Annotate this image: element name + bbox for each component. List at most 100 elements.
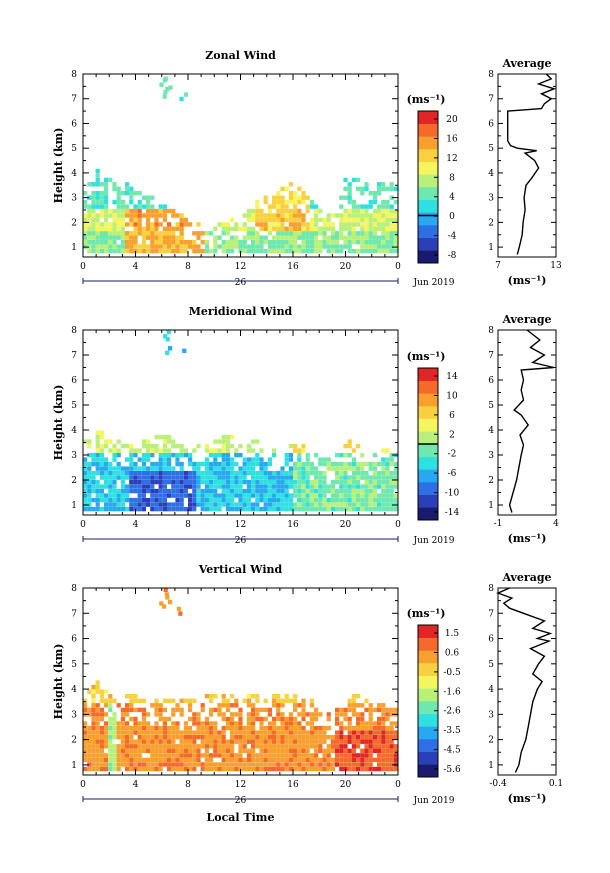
vertical-cell bbox=[314, 762, 319, 767]
vertical-colorbar: (ms⁻¹)1.50.6-0.5-1.6-2.6-3.5-4.5-5.6 bbox=[407, 607, 461, 778]
zonal-cell bbox=[167, 231, 172, 236]
meridional-cell bbox=[255, 479, 260, 485]
zonal-cell bbox=[393, 235, 398, 240]
meridional-cell bbox=[141, 439, 146, 444]
vertical-cell bbox=[335, 757, 340, 763]
meridional-cell bbox=[221, 484, 226, 489]
vertical-cell bbox=[288, 698, 293, 703]
zonal-cell bbox=[255, 244, 260, 249]
zonal-cell bbox=[99, 199, 104, 205]
zonal-cell bbox=[293, 240, 298, 245]
zonal-cell bbox=[141, 213, 146, 218]
meridional-cell bbox=[116, 475, 121, 480]
meridional-cell bbox=[108, 484, 113, 489]
vertical-cell bbox=[360, 739, 365, 744]
zonal-cell bbox=[288, 182, 293, 187]
meridional-cell bbox=[263, 475, 268, 480]
zonal-cell bbox=[104, 217, 109, 223]
vertical-cell bbox=[204, 735, 209, 740]
vertical-cell bbox=[146, 730, 151, 735]
meridional-cell bbox=[225, 502, 230, 507]
meridional-cell bbox=[356, 475, 361, 480]
zonal-cell bbox=[272, 222, 277, 227]
zonal-cell bbox=[129, 244, 134, 249]
meridional-cell bbox=[267, 497, 272, 503]
zonal-cell bbox=[377, 240, 382, 245]
meridional-colorbar-segment bbox=[418, 368, 438, 381]
zonal-cell bbox=[116, 186, 121, 191]
zonal-cell bbox=[389, 231, 394, 236]
meridional-cell bbox=[360, 466, 365, 471]
meridional-cell bbox=[91, 475, 96, 480]
meridional-cell bbox=[318, 497, 323, 503]
meridional-cell bbox=[192, 470, 197, 476]
vertical-cell bbox=[301, 753, 306, 758]
zonal-cell bbox=[167, 248, 172, 254]
meridional-cell bbox=[95, 479, 100, 485]
vertical-cell bbox=[339, 757, 344, 763]
zonal-cell bbox=[276, 248, 281, 254]
zonal-cell bbox=[204, 248, 209, 254]
zonal-cell bbox=[154, 248, 159, 254]
zonal-ytick-label: 7 bbox=[71, 95, 77, 105]
vertical-cell bbox=[209, 753, 214, 758]
vertical-cell bbox=[305, 766, 310, 772]
zonal-cell bbox=[385, 186, 390, 191]
zonal-cell bbox=[343, 235, 348, 240]
meridional-cell bbox=[393, 506, 398, 512]
vertical-cell bbox=[360, 757, 365, 763]
zonal-cell bbox=[125, 231, 130, 236]
vertical-cell bbox=[284, 721, 289, 726]
zonal-cell bbox=[125, 182, 130, 187]
zonal-xtick-label: 16 bbox=[287, 262, 299, 272]
zonal-cell bbox=[339, 204, 344, 209]
meridional-average-line bbox=[508, 329, 554, 513]
meridional-cell bbox=[87, 475, 92, 480]
meridional-colorbar-segment bbox=[418, 456, 438, 470]
meridional-cell bbox=[200, 470, 205, 476]
zonal-cell bbox=[125, 244, 130, 249]
meridional-colorbar-tick-label: 6 bbox=[449, 411, 455, 421]
meridional-cell bbox=[87, 497, 92, 503]
zonal-cell bbox=[381, 182, 386, 187]
vertical-cell bbox=[389, 739, 394, 744]
vertical-cell bbox=[360, 730, 365, 735]
meridional-colorbar-segment bbox=[418, 469, 438, 483]
vertical-cell bbox=[112, 753, 117, 758]
zonal-cell bbox=[87, 226, 92, 231]
vertical-cell bbox=[162, 744, 167, 749]
zonal-cell bbox=[377, 222, 382, 227]
vertical-cell bbox=[272, 748, 277, 753]
zonal-cell bbox=[280, 231, 285, 236]
zonal-cell bbox=[196, 222, 201, 227]
vertical-cell bbox=[129, 694, 134, 699]
zonal-cell bbox=[251, 213, 256, 218]
zonal-cell bbox=[125, 248, 130, 254]
vertical-cell bbox=[158, 735, 163, 740]
meridional-cell bbox=[179, 488, 184, 494]
meridional-cell bbox=[272, 502, 277, 507]
vertical-cell bbox=[272, 766, 277, 772]
meridional-cell bbox=[330, 493, 335, 498]
vertical-ytick-label: 4 bbox=[71, 685, 77, 695]
meridional-cell bbox=[120, 470, 125, 476]
meridional-cell bbox=[301, 502, 306, 507]
meridional-cell bbox=[150, 466, 155, 471]
vertical-cell bbox=[242, 762, 247, 767]
vertical-cell bbox=[360, 766, 365, 772]
zonal-cell bbox=[87, 244, 92, 249]
meridional-cell bbox=[284, 493, 289, 498]
meridional-cell bbox=[213, 502, 218, 507]
vertical-cell bbox=[339, 753, 344, 758]
meridional-ylabel: Height (km) bbox=[52, 385, 65, 461]
vertical-cell bbox=[330, 748, 335, 753]
zonal-cell bbox=[104, 182, 109, 187]
zonal-cell bbox=[343, 244, 348, 249]
meridional-cell bbox=[318, 475, 323, 480]
zonal-xtick-label: 0 bbox=[395, 262, 401, 272]
vertical-cell bbox=[263, 753, 268, 758]
meridional-cell bbox=[339, 461, 344, 467]
meridional-cell bbox=[314, 466, 319, 471]
meridional-cell bbox=[368, 506, 373, 512]
meridional-cell bbox=[146, 466, 151, 471]
